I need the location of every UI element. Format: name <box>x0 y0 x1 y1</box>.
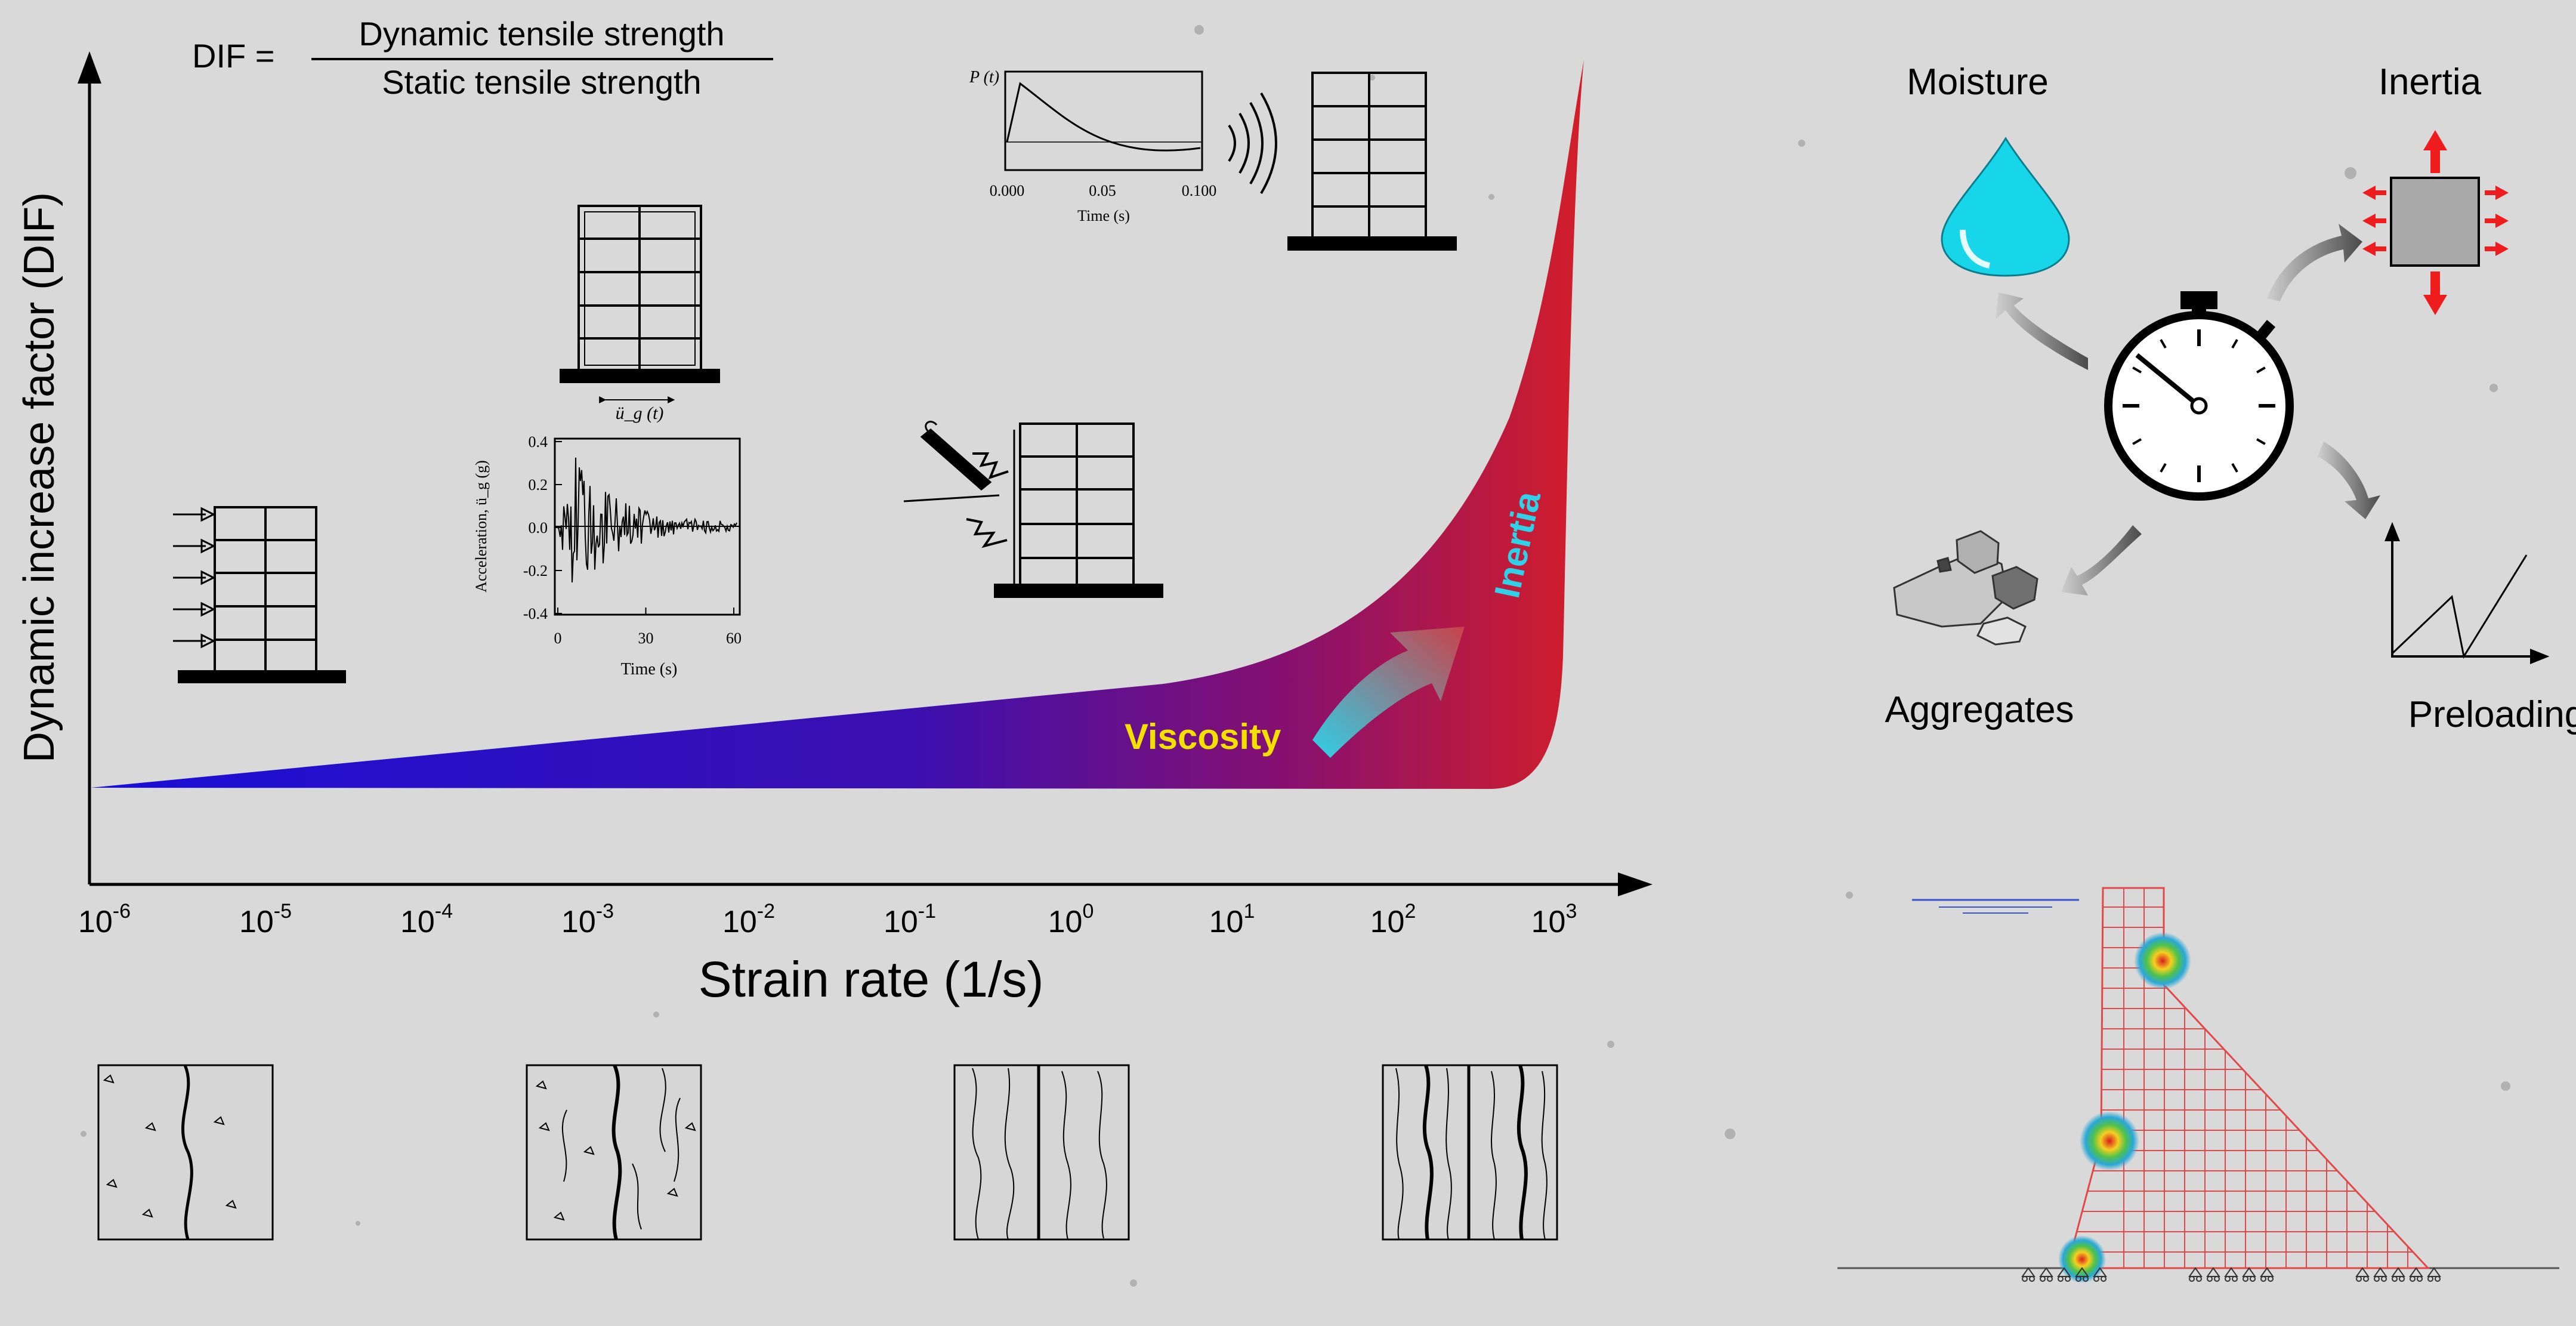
specimen-2 <box>526 1064 702 1241</box>
drop-highlight <box>1960 229 1991 269</box>
ground-plot-ylabel: Acceleration, ü_g (g) <box>472 460 490 593</box>
impact-projectile-icon <box>903 421 1009 548</box>
ground-x-tick: 60 <box>726 630 742 647</box>
specimen-1 <box>97 1064 274 1241</box>
chart-axes <box>78 51 1653 896</box>
aggregates-icon <box>1893 530 2038 646</box>
ground-x-tick: 0 <box>554 630 562 647</box>
x-axis-label: Strain rate (1/s) <box>699 951 1044 1007</box>
factors-panel: Moisture Inertia Aggregates Preloading <box>1885 61 2576 735</box>
specimen-4 <box>1382 1064 1558 1241</box>
x-axis-arrow-icon <box>1618 872 1653 896</box>
x-tick-label: 101 <box>1209 900 1255 939</box>
ground-acceleration-plot: 0.4 0.2 0.0 -0.2 -0.4 0 30 60 Acceleration, ü_… <box>472 433 742 679</box>
ground-plot-xlabel: Time (s) <box>621 660 678 679</box>
x-tick-label: 100 <box>1048 900 1094 939</box>
factor-preloading-label: Preloading <box>2408 694 2576 735</box>
factor-moisture-label: Moisture <box>1907 61 2049 103</box>
ground-y-tick: 0.0 <box>529 519 548 536</box>
damage-contour-mid <box>2080 1111 2139 1171</box>
blast-tick-1: 0.05 <box>1089 182 1116 199</box>
crack-specimens <box>97 1064 1558 1241</box>
ground-motion-label: ü_g (t) <box>616 403 664 423</box>
arrow-to-aggregates-icon <box>2061 525 2142 596</box>
specimen-3 <box>953 1064 1130 1241</box>
water-level-icon <box>1912 899 2079 914</box>
damage-contour-base <box>2058 1235 2106 1283</box>
factor-arrows <box>1996 224 2380 596</box>
building-static-load <box>173 506 346 683</box>
ground-y-tick: 0.2 <box>529 476 548 494</box>
load-arrows-icon <box>173 507 216 649</box>
blast-wave-icon <box>1228 92 1277 195</box>
factor-aggregates-label: Aggregates <box>1885 689 2074 730</box>
x-tick-label: 10-4 <box>400 900 453 939</box>
ground-x-tick: 30 <box>638 630 654 647</box>
y-axis-arrow-icon <box>78 51 101 84</box>
x-tick-label: 10-5 <box>239 900 292 939</box>
blast-pressure-plot: P (t) 0.000 0.05 0.100 Time (s) <box>969 68 1277 224</box>
x-tick-label: 103 <box>1531 900 1577 939</box>
damage-contour-top <box>2134 932 2191 989</box>
building-seismic <box>560 205 720 403</box>
ground-y-tick: -0.2 <box>523 562 548 579</box>
dif-band <box>91 60 1584 789</box>
x-tick-labels: 10-6 10-5 10-4 10-3 10-2 10-1 100 101 102 103 <box>78 900 1577 939</box>
inertia-arrow-icon <box>1312 627 1465 758</box>
stopwatch-icon <box>2104 291 2294 501</box>
formula-denominator: Static tensile strength <box>382 63 701 101</box>
dif-formula: DIF = Dynamic tensile strength Static te… <box>192 15 773 101</box>
arrow-to-preloading-icon <box>2318 442 2380 519</box>
blast-plot-ylabel: P (t) <box>969 68 999 87</box>
blast-plot-xlabel: Time (s) <box>1077 207 1130 224</box>
x-tick-label: 10-2 <box>722 900 775 939</box>
building-impact <box>903 421 1163 598</box>
x-tick-label: 10-3 <box>561 900 614 939</box>
x-tick-label: 10-1 <box>884 900 936 939</box>
preloading-plot-icon <box>2385 522 2550 664</box>
ground-y-tick: 0.4 <box>529 433 548 451</box>
viscosity-label: Viscosity <box>1125 717 1281 757</box>
x-tick-label: 10-6 <box>78 900 131 939</box>
x-tick-label: 102 <box>1370 900 1416 939</box>
ground-y-tick: -0.4 <box>523 605 548 622</box>
y-axis-label: Dynamic increase factor (DIF) <box>16 192 63 763</box>
formula-lhs: DIF = <box>192 37 274 75</box>
inertia-block-icon <box>2362 130 2509 315</box>
blast-tick-0: 0.000 <box>990 182 1025 199</box>
blast-tick-2: 0.100 <box>1182 182 1217 199</box>
dam-mesh <box>1837 887 2559 1283</box>
building-blast <box>1287 72 1457 251</box>
formula-numerator: Dynamic tensile strength <box>359 15 724 53</box>
arrow-to-inertia-icon <box>2267 224 2362 301</box>
arrow-to-moisture-icon <box>1996 292 2088 370</box>
factor-inertia-label: Inertia <box>2379 61 2482 103</box>
water-drop-icon <box>1941 137 2070 277</box>
